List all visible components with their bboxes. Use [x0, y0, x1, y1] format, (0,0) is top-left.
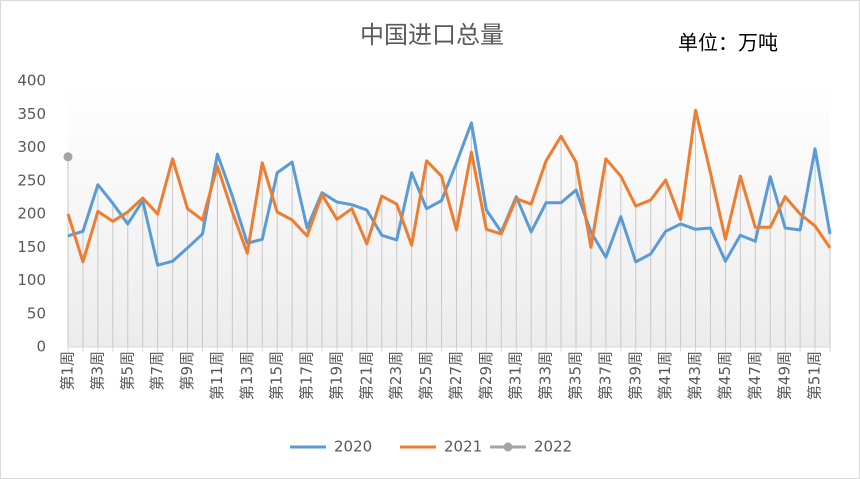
- x-tick-label: 第25周: [417, 351, 435, 400]
- x-tick-label: 第33周: [537, 351, 555, 400]
- x-tick-label: 第45周: [716, 351, 734, 400]
- y-tick-label: 250: [17, 171, 46, 189]
- x-tick-label: 第51周: [806, 351, 824, 400]
- y-tick-label: 150: [17, 238, 46, 256]
- y-tick-label: 200: [17, 205, 46, 223]
- x-tick-label: 第41周: [656, 351, 674, 400]
- x-tick-label: 第17周: [298, 351, 316, 400]
- plot-area: [68, 81, 830, 347]
- series-line: [66, 108, 832, 264]
- series-line: [67, 121, 832, 267]
- x-tick-label: 第7周: [148, 351, 166, 391]
- x-tick-label: 第27周: [447, 351, 465, 400]
- unit-label: 单位：万吨: [678, 31, 778, 55]
- x-tick-label: 第39周: [626, 351, 644, 400]
- y-tick-label: 100: [17, 271, 46, 289]
- x-tick-label: 第19周: [327, 351, 345, 400]
- legend-label: 2021: [444, 438, 482, 456]
- x-tick-label: 第11周: [208, 351, 226, 400]
- y-tick-label: 50: [27, 304, 46, 322]
- chart-title: 中国进口总量: [360, 21, 504, 49]
- x-tick-label: 第13周: [238, 351, 256, 400]
- x-tick-label: 第5周: [118, 351, 136, 391]
- legend-marker: [503, 442, 513, 452]
- y-tick-label: 300: [17, 138, 46, 156]
- legend-label: 2022: [534, 438, 572, 456]
- y-tick-label: 400: [17, 72, 46, 90]
- x-tick-label: 第1周: [59, 351, 77, 391]
- x-tick-label: 第9周: [178, 351, 196, 391]
- legend-label: 2020: [334, 438, 372, 456]
- x-tick-label: 第37周: [596, 351, 614, 400]
- y-tick-label: 0: [36, 338, 46, 356]
- x-tick-label: 第15周: [268, 351, 286, 400]
- x-tick-label: 第23周: [387, 351, 405, 400]
- x-tick-label: 第49周: [776, 351, 794, 400]
- x-tick-label: 第21周: [357, 351, 375, 400]
- x-tick-label: 第43周: [686, 351, 704, 400]
- y-tick-label: 350: [17, 105, 46, 123]
- x-tick-label: 第31周: [507, 351, 525, 400]
- series-marker: [63, 152, 73, 162]
- x-tick-label: 第47周: [746, 351, 764, 400]
- x-tick-label: 第3周: [88, 351, 106, 391]
- x-tick-label: 第35周: [567, 351, 585, 400]
- x-tick-label: 第29周: [477, 351, 495, 400]
